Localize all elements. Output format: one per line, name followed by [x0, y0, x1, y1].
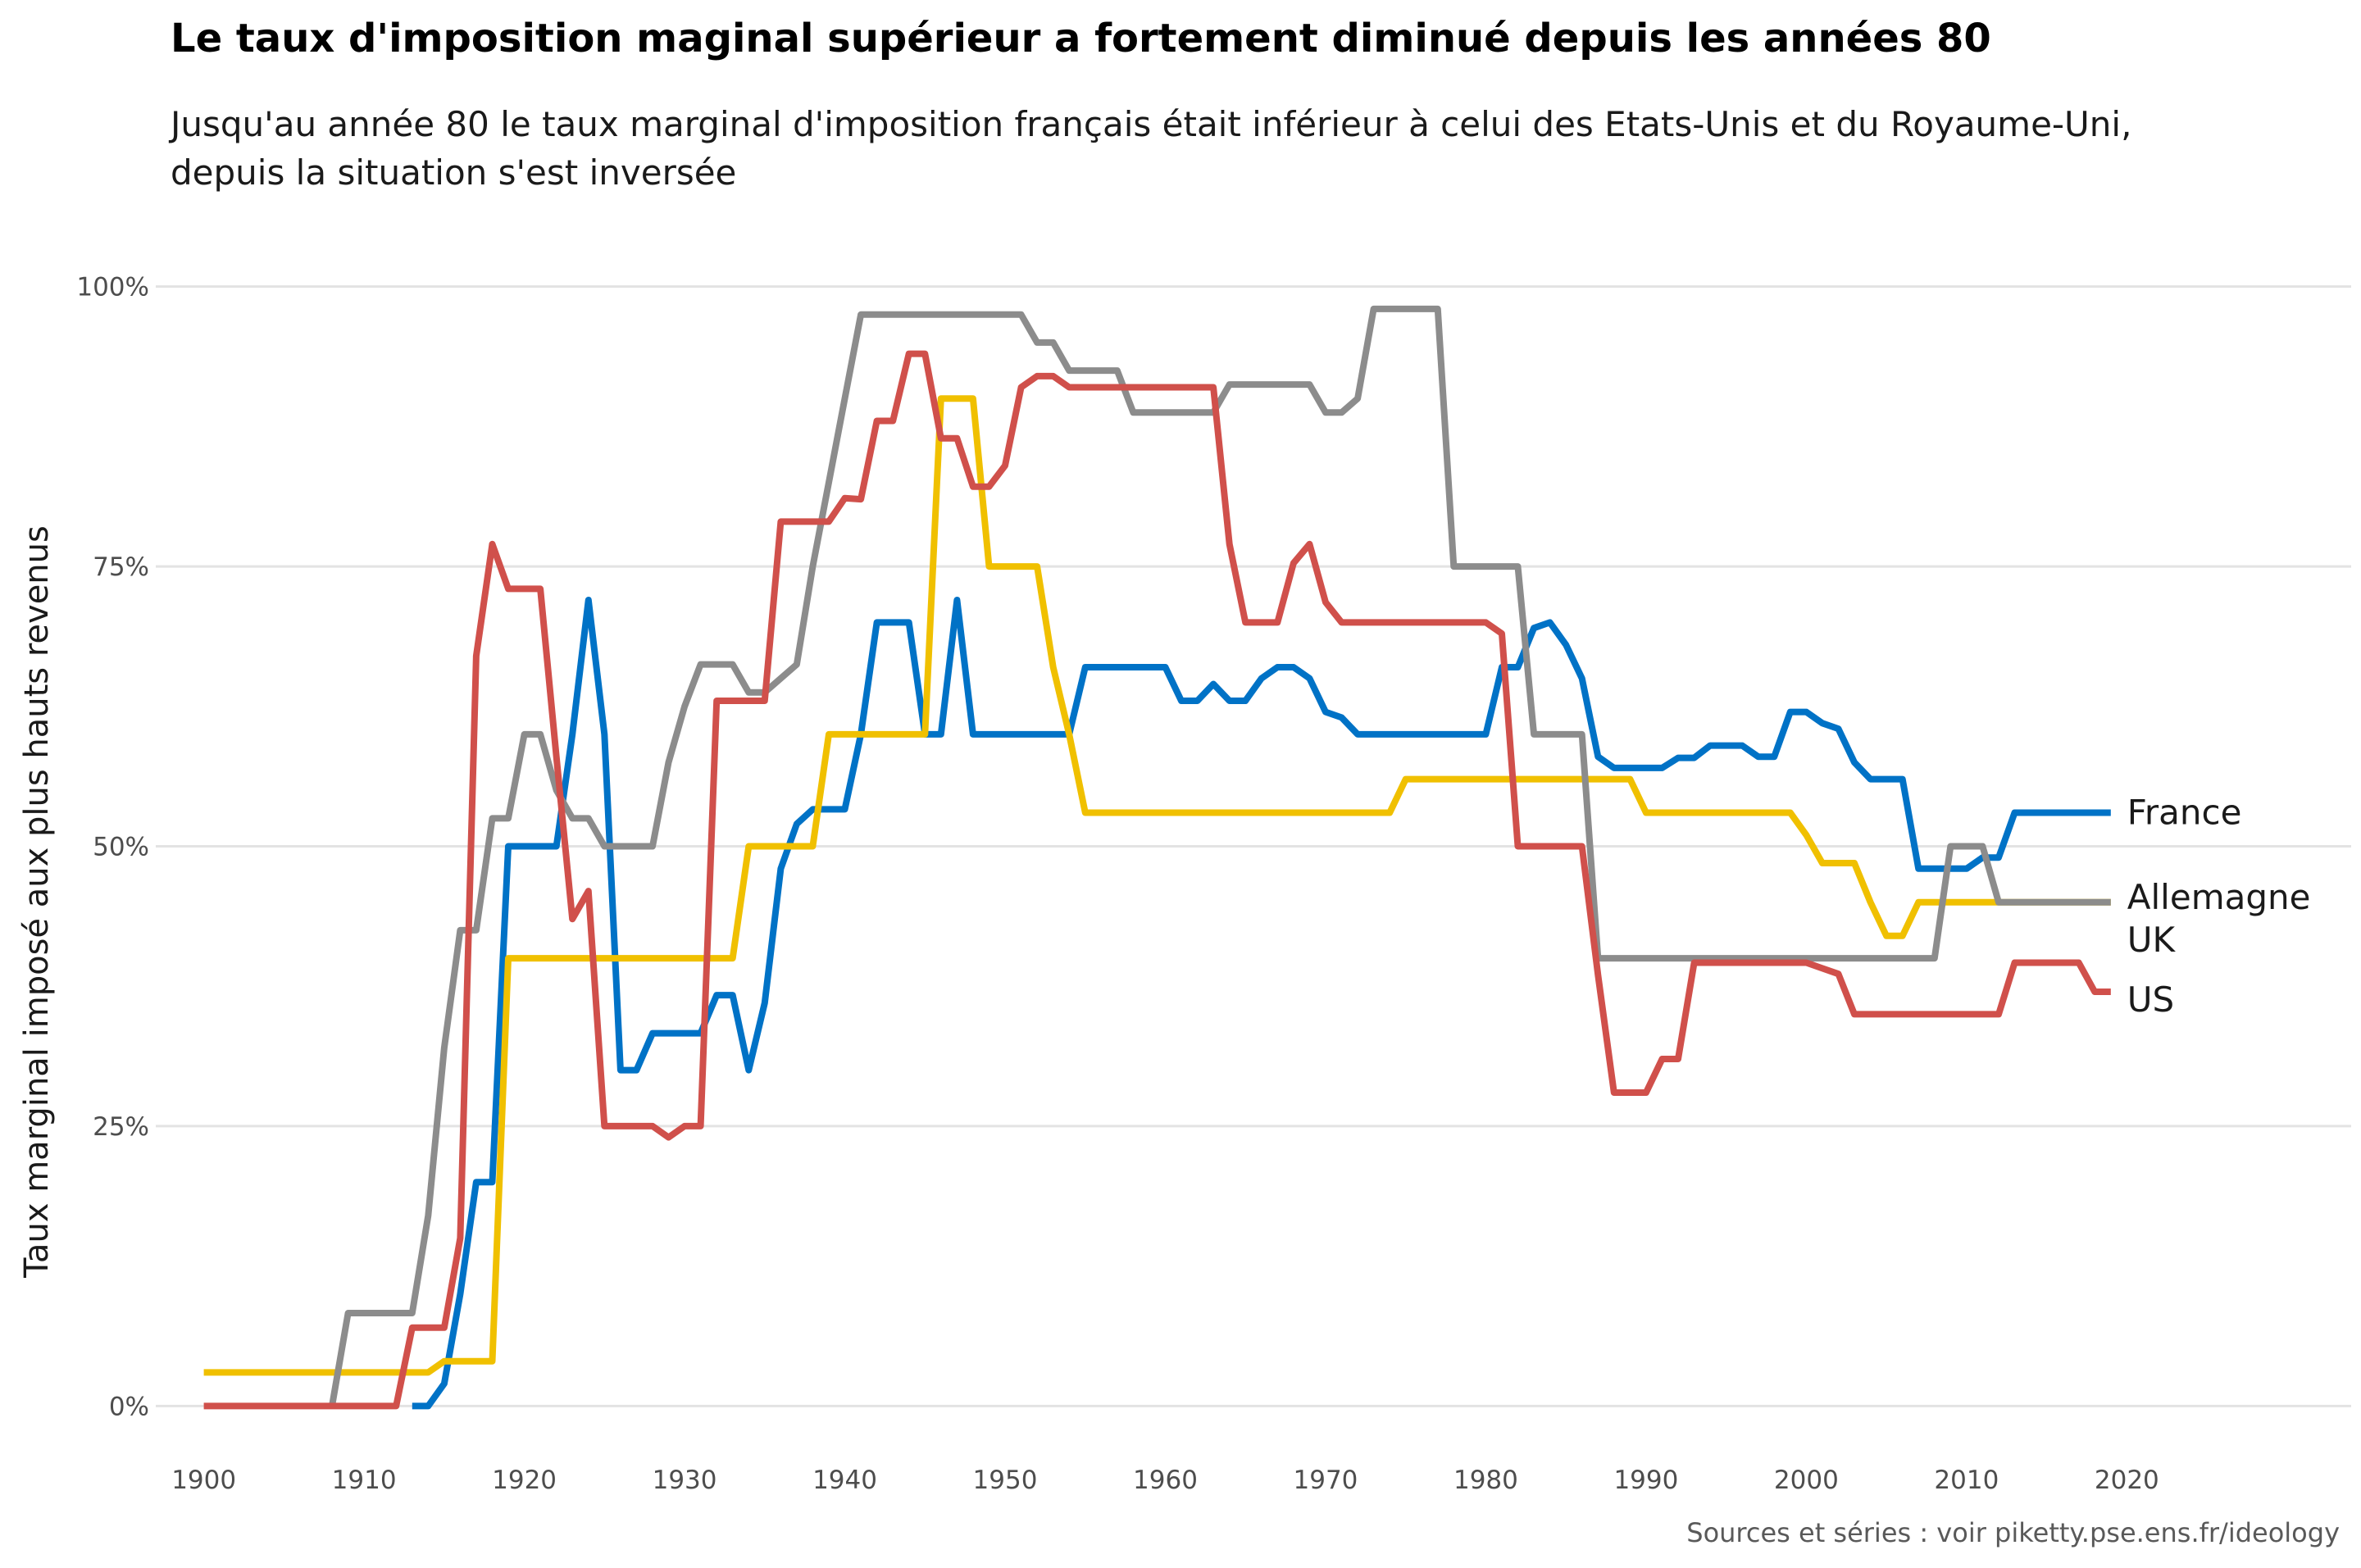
- y-tick-label: 100%: [76, 273, 149, 302]
- series-line-us: [203, 350, 2111, 1410]
- y-tick-label: 75%: [93, 552, 149, 582]
- x-tick-label: 1900: [171, 1466, 236, 1495]
- series-line-allemagne: [203, 395, 2111, 1376]
- x-tick-label: 1920: [492, 1466, 557, 1495]
- x-tick-label: 1940: [812, 1466, 877, 1495]
- series-line-france: [412, 597, 2111, 1410]
- x-tick-label: 1990: [1613, 1466, 1678, 1495]
- series-label-us: US: [2127, 979, 2174, 1020]
- chart-subtitle-line-2: depuis la situation s'est inversée: [171, 152, 736, 193]
- x-tick-label: 2000: [1774, 1466, 1839, 1495]
- y-tick-label: 0%: [109, 1392, 149, 1421]
- x-tick-label: 1980: [1453, 1466, 1518, 1495]
- y-tick-label: 50%: [93, 833, 149, 862]
- source-caption: Sources et séries : voir piketty.pse.ens…: [1686, 1517, 2340, 1548]
- x-tick-label: 1910: [332, 1466, 397, 1495]
- y-tick-label: 25%: [93, 1112, 149, 1142]
- x-tick-label: 2020: [2095, 1466, 2159, 1495]
- y-axis-label: Taux marginal imposé aux plus hauts reve…: [18, 525, 56, 1279]
- chart-subtitle-line-1: Jusqu'au année 80 le taux marginal d'imp…: [168, 104, 2131, 144]
- x-tick-label: 1930: [653, 1466, 717, 1495]
- series-label-uk: UK: [2127, 920, 2177, 960]
- x-tick-label: 1960: [1133, 1466, 1198, 1495]
- x-tick-labels: 1900 1910 1920 1930 1940 1950 1960 1970 1980 1990…: [171, 1466, 2159, 1495]
- x-tick-label: 1950: [973, 1466, 1038, 1495]
- y-tick-labels: 0% 25% 50% 75% 100%: [76, 273, 149, 1422]
- chart-title: Le taux d'imposition maginal supérieur a…: [171, 16, 1991, 61]
- series-label-allemagne: Allemagne: [2127, 877, 2311, 917]
- x-tick-label: 1970: [1294, 1466, 1358, 1495]
- series-label-france: France: [2127, 793, 2242, 833]
- series-lines: [203, 305, 2111, 1410]
- x-tick-label: 2010: [1934, 1466, 1999, 1495]
- series-line-uk: [329, 305, 2111, 1407]
